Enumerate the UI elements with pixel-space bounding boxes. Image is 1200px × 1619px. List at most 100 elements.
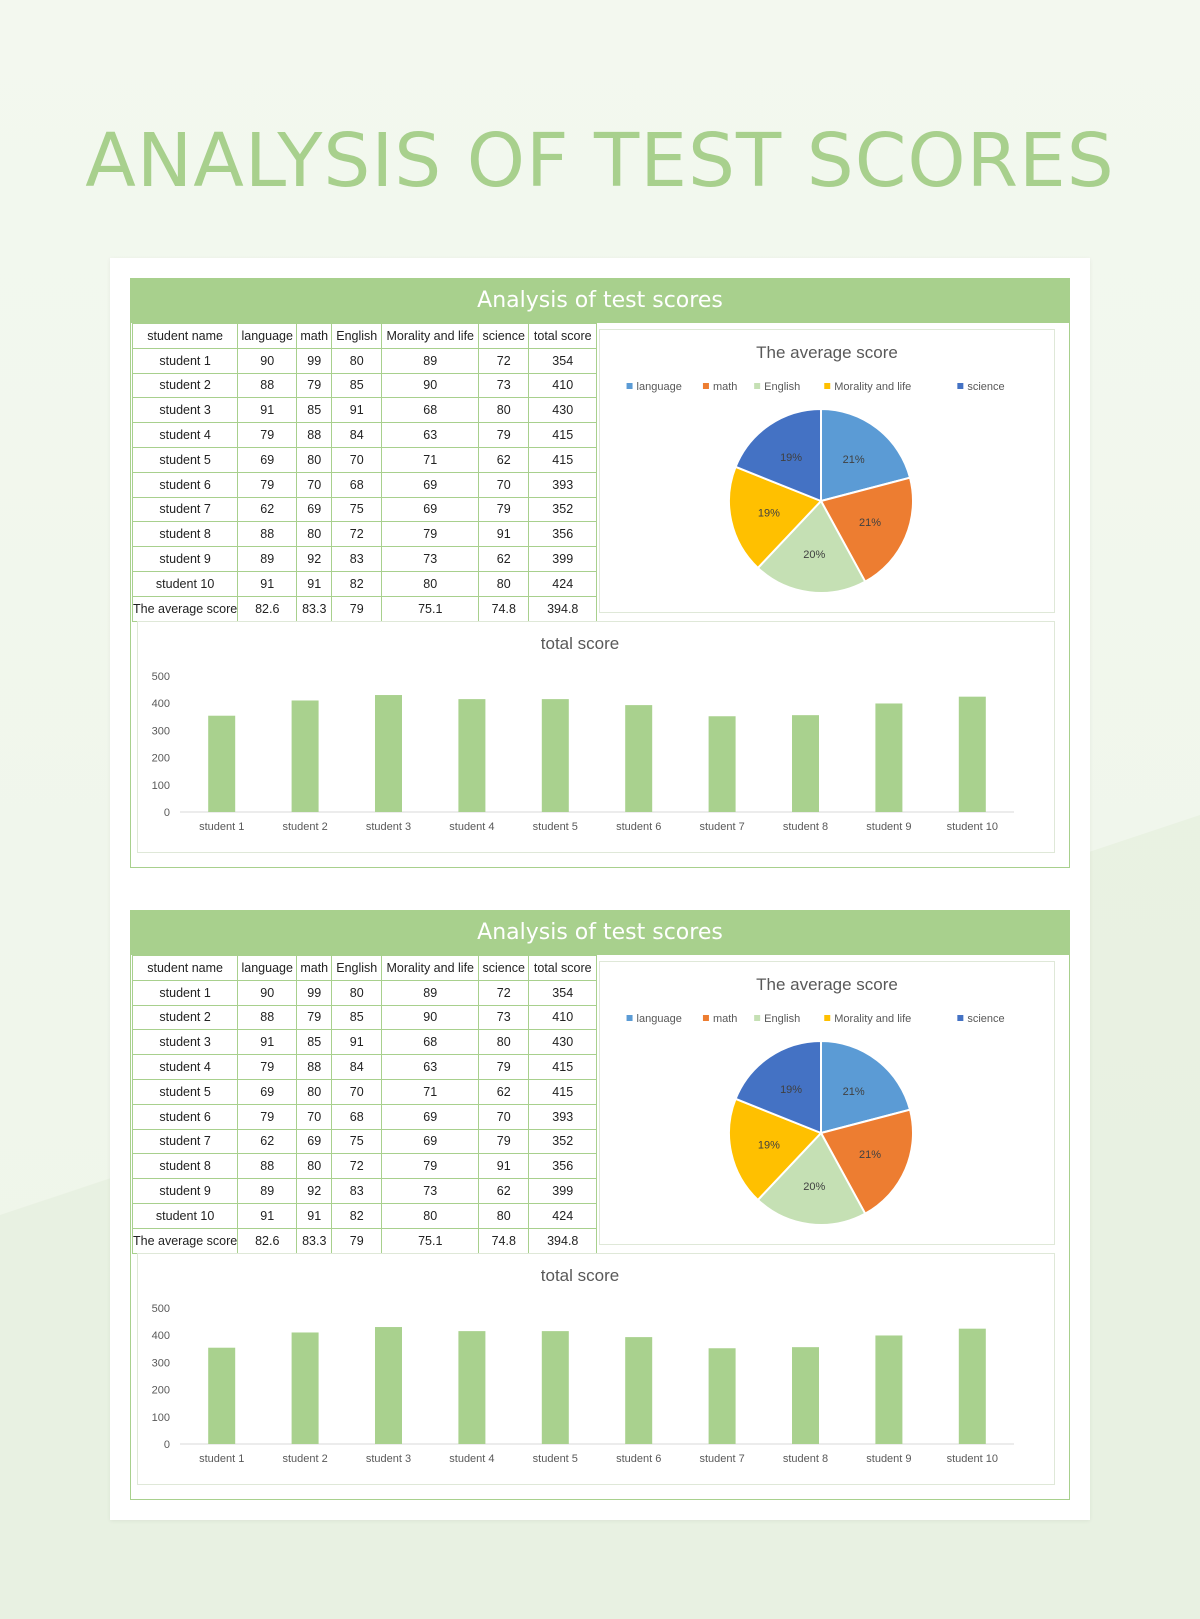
table-row: student 3 91 85 91 68 80 430 [131, 1029, 598, 1056]
bar [541, 699, 569, 812]
legend-label: science [967, 381, 1004, 393]
x-tick-label: student 1 [199, 821, 244, 833]
table-cell: student 8 [131, 1153, 239, 1180]
table-cell: 68 [381, 1029, 480, 1056]
table-row: student 1 90 99 80 89 72 354 [131, 347, 598, 374]
table-cell: 80 [381, 1202, 480, 1229]
table-cell: 72 [478, 979, 530, 1006]
table-cell: 80 [296, 446, 333, 473]
table-cell: 91 [478, 521, 530, 548]
x-tick-label: student 6 [616, 1453, 661, 1465]
table-cell: 92 [296, 546, 333, 572]
legend-label: Morality and life [834, 381, 911, 393]
table-cell: 424 [528, 1202, 598, 1229]
x-tick-label: student 2 [282, 821, 327, 833]
table-cell: 69 [381, 496, 480, 523]
table-cell: 69 [381, 1103, 480, 1130]
legend-swatch [702, 1015, 709, 1021]
y-tick-label: 500 [152, 671, 170, 683]
table-cell: student 10 [131, 570, 239, 597]
table-row: student 2 88 79 85 90 73 410 [131, 1004, 598, 1031]
table-cell: 79 [296, 372, 333, 399]
table-cell: 352 [528, 496, 598, 523]
column-header: English [331, 955, 383, 981]
table-cell: 88 [296, 1054, 333, 1080]
table-cell: student 10 [131, 1202, 239, 1229]
y-tick-label: 300 [152, 725, 170, 737]
table-cell: 85 [296, 1029, 333, 1056]
table-cell: 88 [237, 372, 298, 399]
table-cell: 71 [381, 446, 480, 473]
bar [375, 1327, 402, 1444]
chart-title: total score [541, 634, 619, 653]
table-cell: 79 [296, 1004, 333, 1031]
bar-chart-panel: total score 0 100 200 300 400 500 student 1 stud… [137, 621, 1055, 853]
bar [375, 695, 402, 812]
table-cell: 90 [381, 1004, 480, 1031]
table-cell: 88 [237, 1153, 298, 1180]
table-cell: 73 [381, 546, 480, 572]
table-cell: 394.8 [528, 595, 598, 622]
table-cell: 393 [528, 471, 598, 498]
bar [792, 1347, 819, 1444]
table-cell: 73 [478, 1004, 530, 1031]
table-cell: 73 [478, 372, 530, 399]
column-header: student name [131, 955, 239, 981]
table-cell: 80 [478, 397, 530, 424]
x-tick-label: student 4 [449, 1453, 494, 1465]
bar [792, 715, 819, 812]
pie-chart-panel: The average score language math English Mora… [599, 329, 1055, 613]
slice-label: 21% [859, 517, 881, 529]
legend-label: math [713, 381, 737, 393]
table-cell: 83 [331, 1178, 383, 1204]
table-cell: 85 [331, 1004, 383, 1031]
table-cell: 79 [478, 496, 530, 523]
table-cell: 83 [331, 546, 383, 572]
x-tick-label: student 8 [783, 1453, 828, 1465]
table-cell: student 8 [131, 521, 239, 548]
legend-swatch [957, 383, 964, 389]
bar [625, 705, 653, 812]
table-cell: 69 [296, 496, 333, 523]
table-cell: student 9 [131, 546, 239, 572]
table-cell: 83.3 [296, 1227, 333, 1254]
table-cell: 79 [478, 1054, 530, 1080]
table-cell: 90 [237, 347, 298, 374]
chart-title: The average score [756, 975, 898, 994]
table-cell: 89 [381, 979, 480, 1006]
table-cell: 79 [478, 1128, 530, 1155]
table-cell: The average score [131, 595, 239, 622]
bar [541, 1331, 569, 1444]
table-cell: 82.6 [237, 1227, 298, 1254]
y-tick-label: 300 [152, 1357, 170, 1369]
document-paper: Analysis of test scores student name lang… [110, 258, 1090, 1520]
legend-label: English [764, 1013, 800, 1025]
bar [875, 1335, 903, 1444]
table-cell: 79 [478, 422, 530, 448]
bar [291, 700, 319, 812]
table-cell: 430 [528, 1029, 598, 1056]
table-cell: student 2 [131, 1004, 239, 1031]
table-cell: 79 [381, 1153, 480, 1180]
slice-label: 19% [758, 508, 780, 520]
x-tick-label: student 7 [699, 1453, 744, 1465]
y-tick-label: 500 [152, 1303, 170, 1315]
y-tick-label: 400 [152, 698, 170, 710]
analysis-section-2: Analysis of test scores student name lang… [130, 910, 1070, 1500]
table-row: student 4 79 88 84 63 79 415 [131, 422, 598, 448]
table-row: student 6 79 70 68 69 70 393 [131, 1103, 598, 1130]
legend-swatch [626, 383, 633, 389]
table-row: student 10 91 91 82 80 80 424 [131, 570, 598, 597]
section-header: Analysis of test scores [131, 279, 1069, 323]
table-cell: 80 [296, 1153, 333, 1180]
legend-swatch [824, 1015, 831, 1021]
table-cell: 89 [381, 347, 480, 374]
scores-table: student name language math English Morality … [131, 955, 598, 1254]
table-cell: 91 [237, 570, 298, 597]
table-cell: 82 [331, 570, 383, 597]
table-cell: 70 [478, 471, 530, 498]
table-cell: 82.6 [237, 595, 298, 622]
table-cell: 79 [381, 521, 480, 548]
y-tick-label: 0 [164, 1439, 170, 1451]
table-cell: 88 [237, 1004, 298, 1031]
